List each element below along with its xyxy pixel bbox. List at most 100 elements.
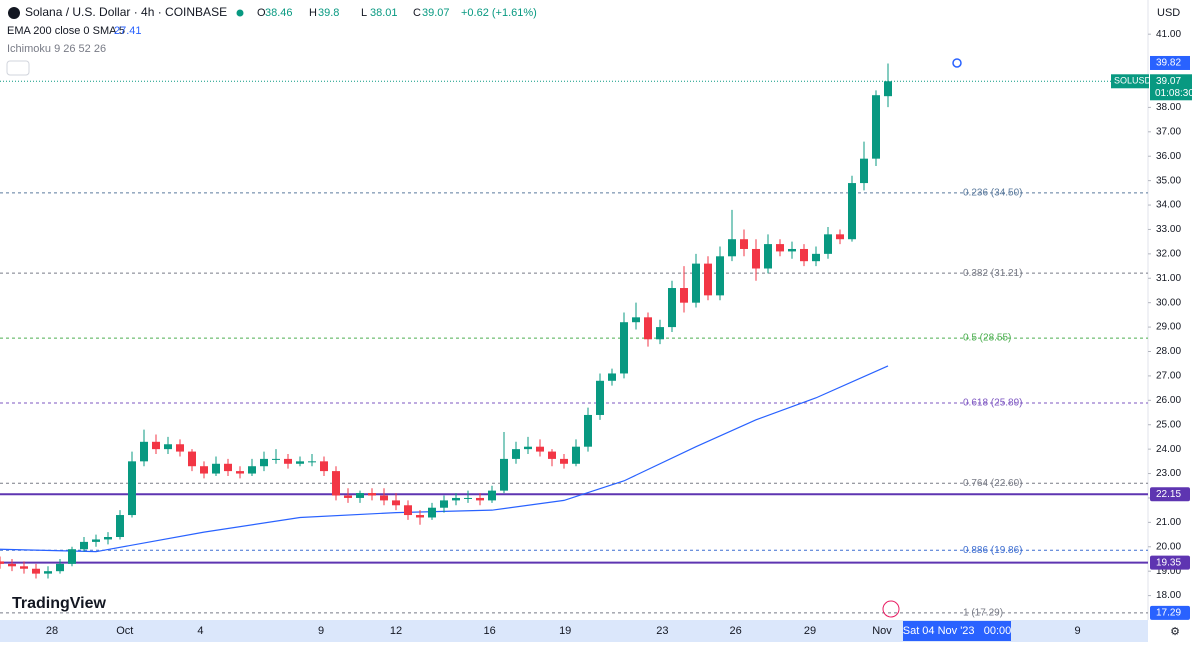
- candle-body: [728, 239, 736, 257]
- candle-body: [296, 461, 304, 464]
- x-tick-label: 12: [390, 625, 402, 637]
- x-tick-label: 16: [483, 625, 495, 637]
- market-status: [236, 9, 244, 17]
- candle-body: [680, 288, 688, 303]
- candle-body: [812, 253, 820, 262]
- ema-value: 27.41: [114, 25, 142, 37]
- x-tick-label: 9: [1075, 625, 1081, 637]
- ohlc-label: O: [257, 7, 266, 19]
- y-tick-label: 34.00: [1156, 200, 1181, 211]
- candle-body: [332, 471, 340, 496]
- candle-body: [656, 327, 664, 340]
- x-tick-label: 4: [197, 625, 203, 637]
- candle-body: [284, 458, 292, 464]
- hline-label-bg: [1150, 487, 1190, 502]
- time-axis-highlight: [0, 620, 1148, 642]
- candle-body: [44, 571, 52, 574]
- y-tick-label: 21.00: [1156, 517, 1181, 528]
- symbol-icon: [8, 7, 20, 19]
- collapse-button[interactable]: [6, 60, 30, 76]
- candle-body: [608, 373, 616, 381]
- candle-body: [248, 466, 256, 474]
- y-tick-label: 36.00: [1156, 151, 1181, 162]
- y-tick-label: 19.00: [1156, 566, 1181, 577]
- fib-price-label-bg: [1150, 605, 1190, 620]
- candle-body: [152, 441, 160, 450]
- y-tick-label: 31.00: [1156, 273, 1181, 284]
- candle-body: [368, 493, 376, 496]
- candle-body: [692, 263, 700, 303]
- candle-body: [128, 461, 136, 516]
- candle-body: [68, 549, 76, 564]
- candle-body: [272, 458, 280, 460]
- candle-body: [404, 505, 412, 516]
- candle-body: [764, 244, 772, 269]
- candle-body: [92, 539, 100, 542]
- title: Solana / U.S. Dollar · 4h · COINBASE: [25, 5, 227, 19]
- candle-body: [8, 563, 16, 567]
- y-tick-label: 23.00: [1156, 468, 1181, 479]
- candle-body: [836, 234, 844, 240]
- y-tick-label: 25.00: [1156, 419, 1181, 430]
- symbol-tag: [1111, 74, 1149, 89]
- high-label: 39.82: [1156, 58, 1181, 69]
- candle-body: [668, 288, 676, 328]
- candle-body: [188, 451, 196, 467]
- candle-body: [776, 244, 784, 252]
- currency: USD: [1157, 7, 1180, 19]
- candle-body: [788, 248, 796, 252]
- candle-body: [464, 497, 472, 499]
- candle-body: [320, 461, 328, 472]
- candle-body: [428, 507, 436, 518]
- candle-body: [752, 248, 760, 269]
- symbol-tag-label: SOLUSD: [1114, 76, 1152, 86]
- crosshair-bg: [903, 621, 1011, 641]
- candle-body: [524, 446, 532, 450]
- x-tick-label: Nov: [872, 625, 892, 637]
- candle-body: [212, 463, 220, 474]
- candle-body: [860, 158, 868, 184]
- y-tick-label: 29.00: [1156, 322, 1181, 333]
- crosshair-label: Sat 04 Nov '23 00:00: [903, 625, 1012, 637]
- ohlc-value: 38.01: [370, 7, 398, 19]
- candle-body: [632, 317, 640, 323]
- y-tick-label: 30.00: [1156, 297, 1181, 308]
- y-tick-label: 35.00: [1156, 175, 1181, 186]
- candle-body: [512, 449, 520, 459]
- candle-body: [104, 537, 112, 540]
- candle-body: [224, 463, 232, 472]
- fib-label: 1 (17.29): [963, 608, 1003, 619]
- y-tick-label: 38.00: [1156, 102, 1181, 113]
- candle-body: [32, 568, 40, 574]
- price-label: 39.07: [1156, 76, 1181, 87]
- candle-body: [80, 541, 88, 550]
- fib-label: 0.382 (31.21): [963, 268, 1023, 279]
- candle-body: [620, 322, 628, 374]
- ohlc-value: 38.46: [265, 7, 293, 19]
- candle-body: [416, 515, 424, 518]
- candle-body: [20, 566, 28, 569]
- indicator-label: EMA 200 close 0 SMA 5: [7, 25, 125, 37]
- candle-body: [488, 490, 496, 501]
- x-tick-label: 9: [318, 625, 324, 637]
- candle-body: [56, 563, 64, 572]
- hline-label: 22.15: [1156, 489, 1181, 500]
- event-icon[interactable]: [882, 600, 900, 618]
- ema-line: [0, 365, 889, 553]
- candle-body: [548, 451, 556, 459]
- plot: [0, 63, 1148, 614]
- candle-body: [140, 441, 148, 462]
- y-tick-label: 18.00: [1156, 590, 1181, 601]
- candle-body: [308, 461, 316, 463]
- ohlc-label: H: [309, 7, 317, 19]
- fib-label: 0.618 (25.89): [963, 398, 1023, 409]
- candle-body: [440, 500, 448, 508]
- candle-body: [848, 183, 856, 240]
- y-tick-label: 41.00: [1156, 29, 1181, 40]
- candle-body: [392, 500, 400, 506]
- candle-body: [356, 493, 364, 498]
- y-tick-label: 26.00: [1156, 395, 1181, 406]
- ohlc-value: 39.8: [318, 7, 339, 19]
- settings-icon[interactable]: ⚙: [1170, 626, 1180, 638]
- candle-body: [800, 248, 808, 262]
